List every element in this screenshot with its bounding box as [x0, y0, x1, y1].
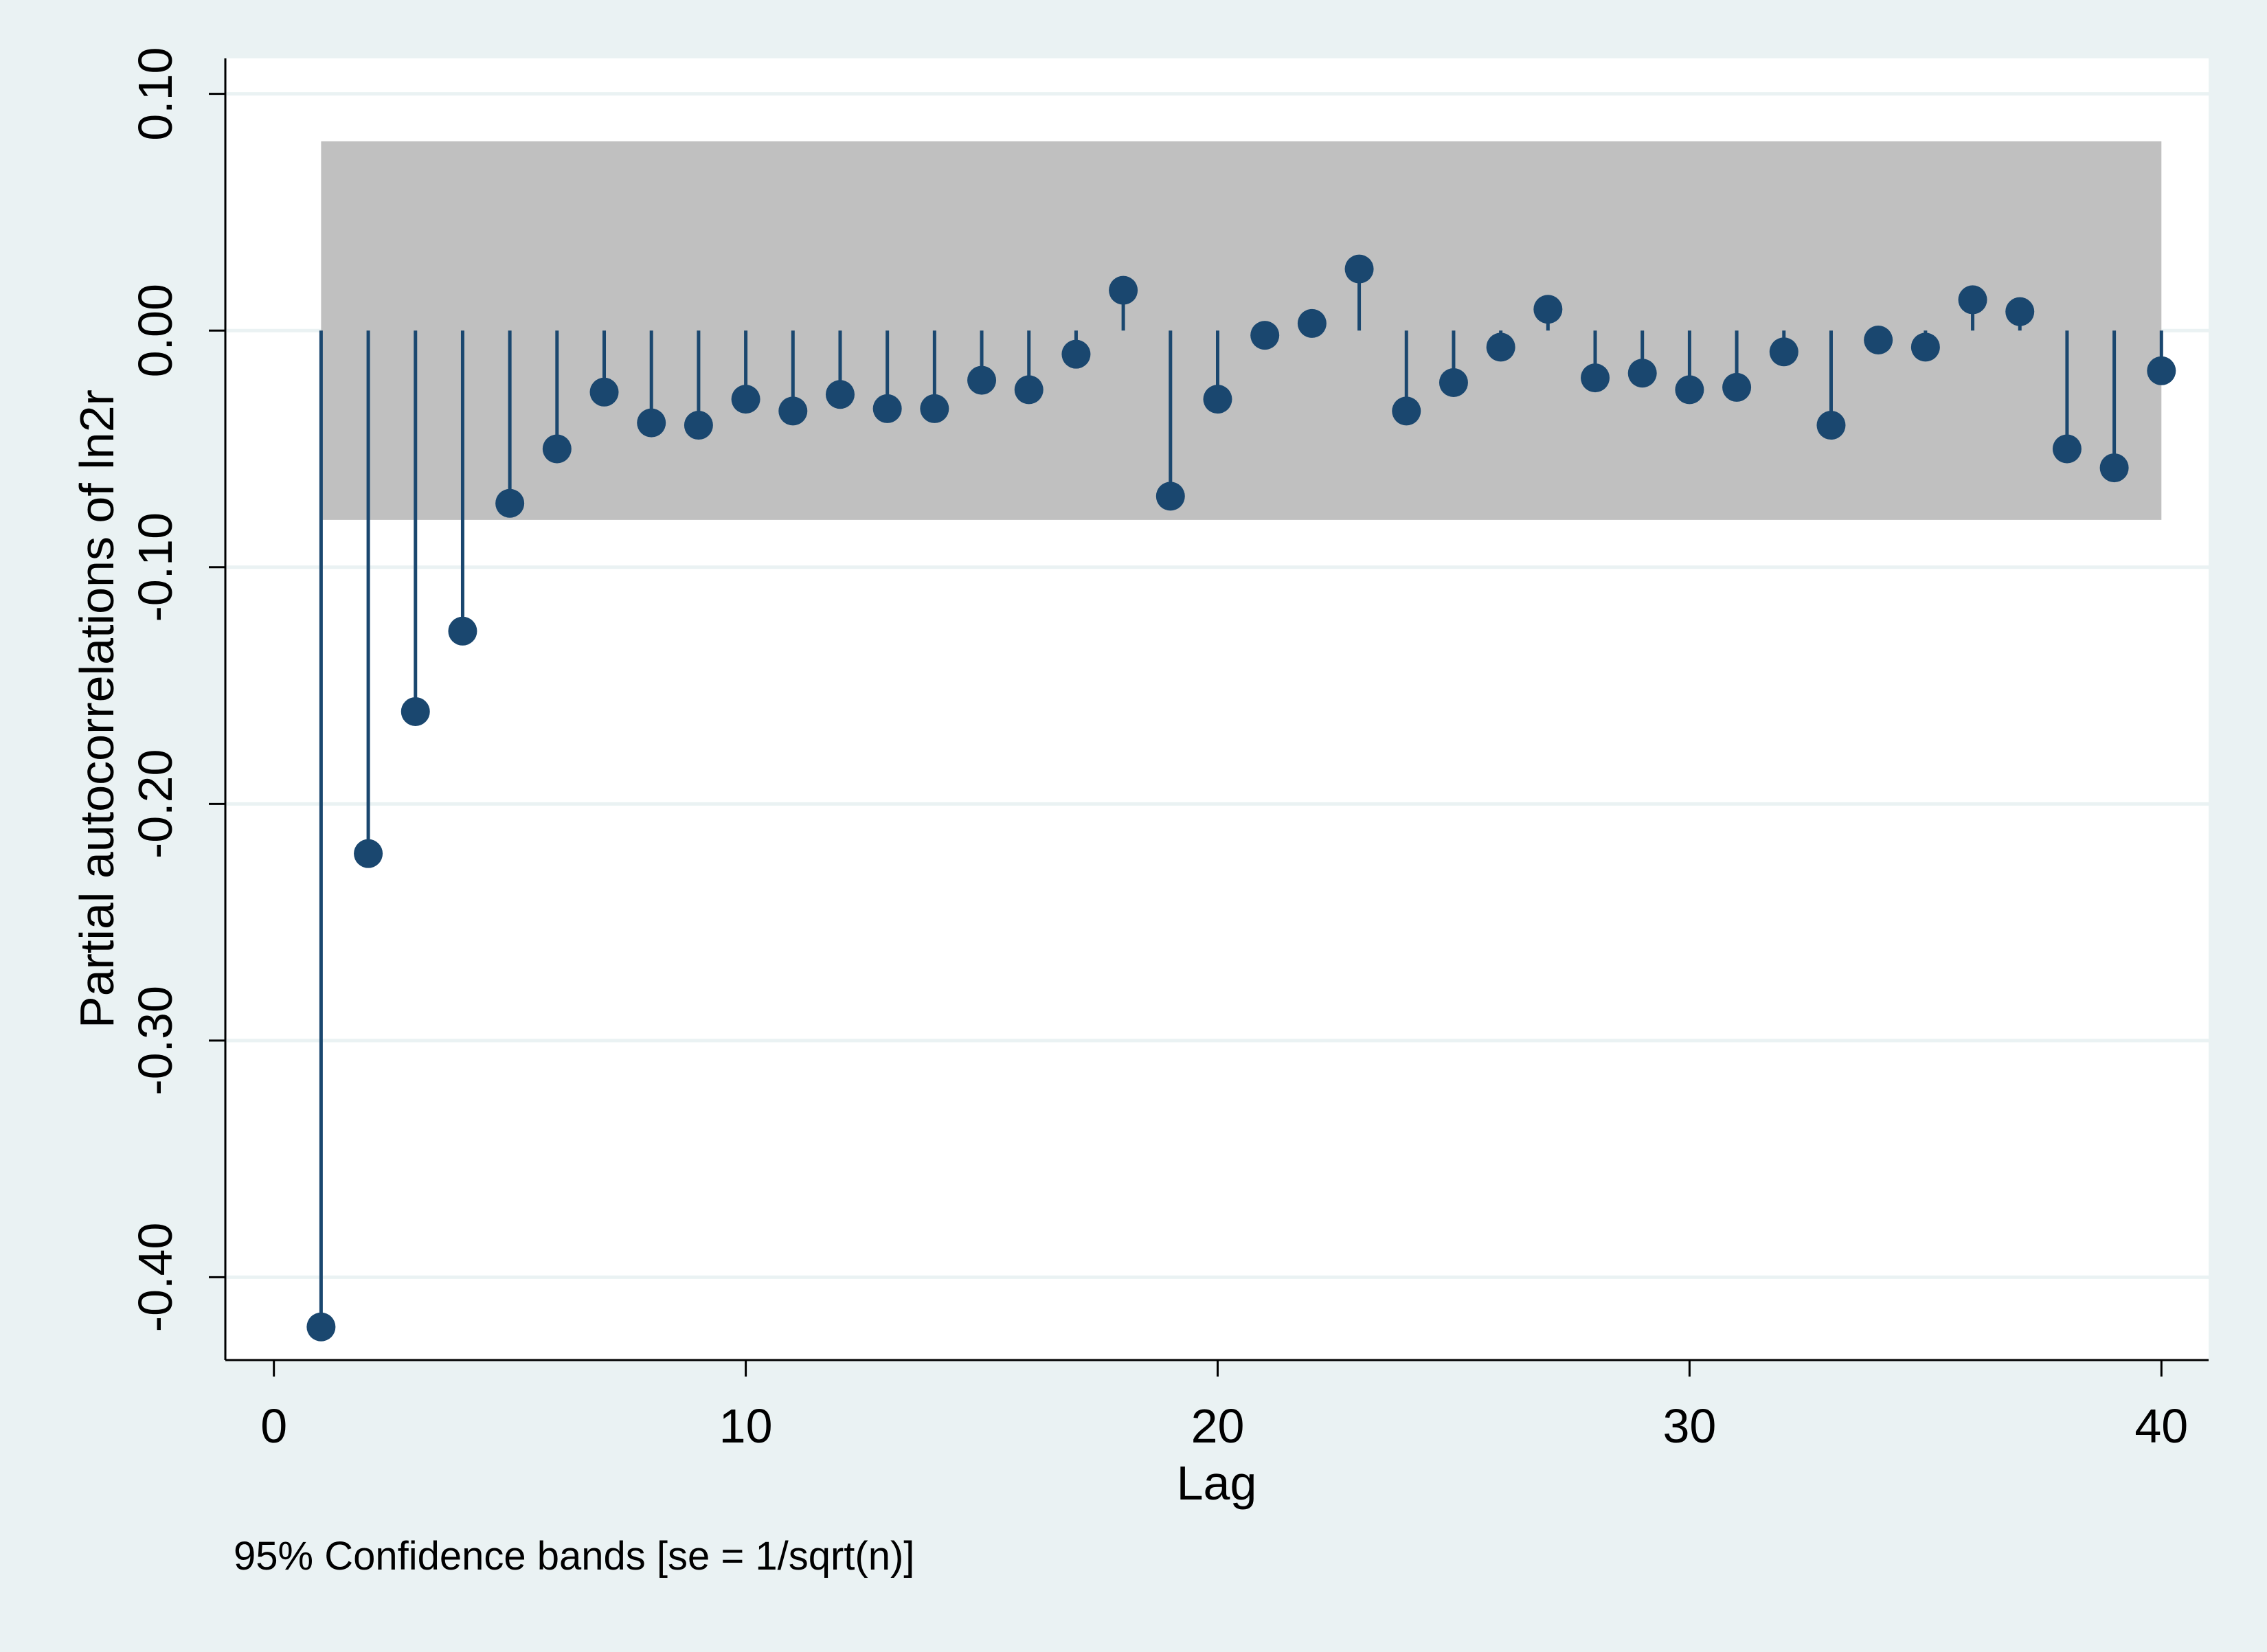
data-point	[354, 839, 383, 868]
data-point	[1061, 339, 1091, 369]
data-point	[967, 365, 997, 395]
data-point	[495, 488, 525, 518]
data-point	[778, 396, 808, 426]
data-point	[448, 616, 477, 646]
x-axis-label: Lag	[1177, 1456, 1257, 1510]
data-point	[542, 434, 572, 464]
x-tick-label: 0	[260, 1399, 287, 1453]
y-axis-label: Partial autocorrelations of ln2r	[70, 389, 124, 1028]
data-point	[637, 408, 666, 438]
data-point	[2099, 453, 2129, 483]
data-point	[2147, 356, 2176, 385]
y-axis-ticks: 0.10 0.00 -0.10 -0.20 -0.30 -0.40	[128, 47, 225, 1333]
data-point	[872, 394, 902, 423]
data-point	[1864, 326, 1893, 355]
data-point	[1486, 332, 1515, 362]
data-point	[2005, 297, 2035, 326]
data-point	[1675, 375, 1704, 405]
data-point	[1439, 368, 1468, 398]
data-point	[1910, 332, 1940, 362]
data-point	[589, 377, 619, 407]
data-point	[1250, 321, 1280, 350]
x-tick-label: 10	[719, 1399, 773, 1453]
y-tick-label: 0.00	[128, 284, 182, 377]
data-point	[1816, 411, 1846, 440]
data-point	[1392, 396, 1421, 426]
data-point	[401, 697, 430, 726]
data-point	[1769, 337, 1798, 367]
data-point	[1014, 375, 1044, 405]
data-point	[1627, 359, 1657, 388]
data-point	[306, 1312, 336, 1342]
data-point	[1958, 285, 1987, 315]
x-axis-ticks: 0 10 20 30 40	[260, 1360, 2188, 1453]
points	[306, 254, 2176, 1342]
data-point	[1155, 482, 1185, 511]
data-point	[2052, 434, 2082, 464]
data-point	[1344, 254, 1374, 284]
y-tick-label: -0.40	[128, 1223, 182, 1333]
data-point	[1722, 372, 1752, 402]
y-tick-label: -0.30	[128, 986, 182, 1096]
data-point	[1533, 295, 1563, 324]
y-tick-label: -0.10	[128, 512, 182, 622]
data-point	[1297, 308, 1327, 338]
x-tick-label: 20	[1191, 1399, 1245, 1453]
data-point	[1109, 275, 1138, 305]
data-point	[825, 380, 855, 409]
data-point	[920, 394, 949, 423]
data-point	[684, 411, 713, 440]
x-tick-label: 30	[1662, 1399, 1716, 1453]
y-tick-label: -0.20	[128, 749, 182, 859]
data-point	[731, 385, 760, 414]
x-tick-label: 40	[2134, 1399, 2188, 1453]
data-point	[1581, 363, 1610, 393]
chart-note: 95% Confidence bands [se = 1/sqrt(n)]	[234, 1534, 914, 1579]
y-tick-label: 0.10	[128, 47, 182, 141]
data-point	[1203, 385, 1232, 414]
confidence-band	[321, 141, 2162, 520]
